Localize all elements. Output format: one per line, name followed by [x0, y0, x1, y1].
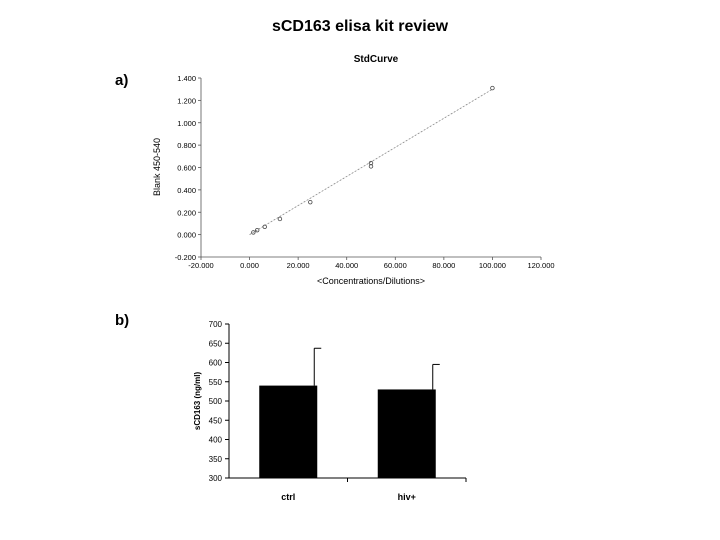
std-curve-y-tick-label: 1.000 [177, 119, 196, 128]
bar-chart-y-tick-label: 350 [209, 455, 223, 464]
std-curve-x-tick-label: -20.000 [188, 261, 213, 270]
std-curve-point [490, 85, 495, 91]
bar-chart-y-tick-label: 500 [209, 397, 223, 406]
std-curve-x-tick-label: 100.000 [479, 261, 506, 270]
bar-chart-y-tick-label: 600 [209, 359, 223, 368]
bar-category-label: ctrl [281, 492, 295, 502]
std-curve-xlabel: <Concentrations/Dilutions> [317, 276, 425, 286]
panel-a-label: a) [115, 72, 129, 89]
std-curve-y-tick-label: -0.200 [175, 253, 196, 262]
bar-chart-y-tick-label: 400 [209, 436, 223, 445]
std-curve-x-tick-label: 80.000 [432, 261, 455, 270]
std-curve-point [308, 199, 313, 205]
bar-chart-y-tick-label: 450 [209, 416, 223, 425]
bar-hiv [377, 389, 436, 478]
slide-title: sCD163 elisa kit review [271, 18, 449, 35]
std-curve-fit-line [249, 88, 493, 235]
std-curve-x-tick-label: 40.000 [335, 261, 358, 270]
std-curve-point [368, 160, 374, 166]
std-curve-title: StdCurve [354, 54, 399, 65]
std-curve-y-tick-label: 0.200 [177, 208, 196, 217]
std-curve-point [277, 216, 283, 222]
std-curve-x-tick-label: 60.000 [384, 261, 407, 270]
std-curve-chart: StdCurve <Concentrations/Dilutions> Blan… [152, 54, 555, 286]
bar-chart-ylabel: sCD163 (ng/ml) [193, 372, 202, 431]
std-curve-x-tick-label: 0.000 [240, 261, 259, 270]
std-curve-point [254, 227, 260, 233]
std-curve-y-tick-label: 0.400 [177, 186, 196, 195]
std-curve-y-tick-label: 1.200 [177, 96, 196, 105]
bar-chart-y-tick-label: 650 [209, 339, 223, 348]
std-curve-x-tick-label: 20.000 [287, 261, 310, 270]
std-curve-y-tick-label: 0.800 [177, 141, 196, 150]
std-curve-ylabel: Blank 450-540 [152, 138, 162, 196]
panel-b-label: b) [115, 312, 130, 329]
bar-chart-y-tick-label: 700 [209, 320, 223, 329]
std-curve-y-tick-label: 1.400 [177, 74, 196, 83]
bar-chart-y-tick-label: 300 [209, 474, 223, 483]
std-curve-y-tick-label: 0.600 [177, 164, 196, 173]
bar-category-label: hiv+ [398, 492, 416, 502]
std-curve-y-tick-label: 0.000 [177, 231, 196, 240]
std-curve-point [262, 224, 267, 229]
std-curve-x-tick-label: 120.000 [527, 261, 554, 270]
std-curve-point [251, 230, 256, 235]
bar-chart-y-tick-label: 550 [209, 378, 223, 387]
bar-ctrl [259, 385, 318, 478]
